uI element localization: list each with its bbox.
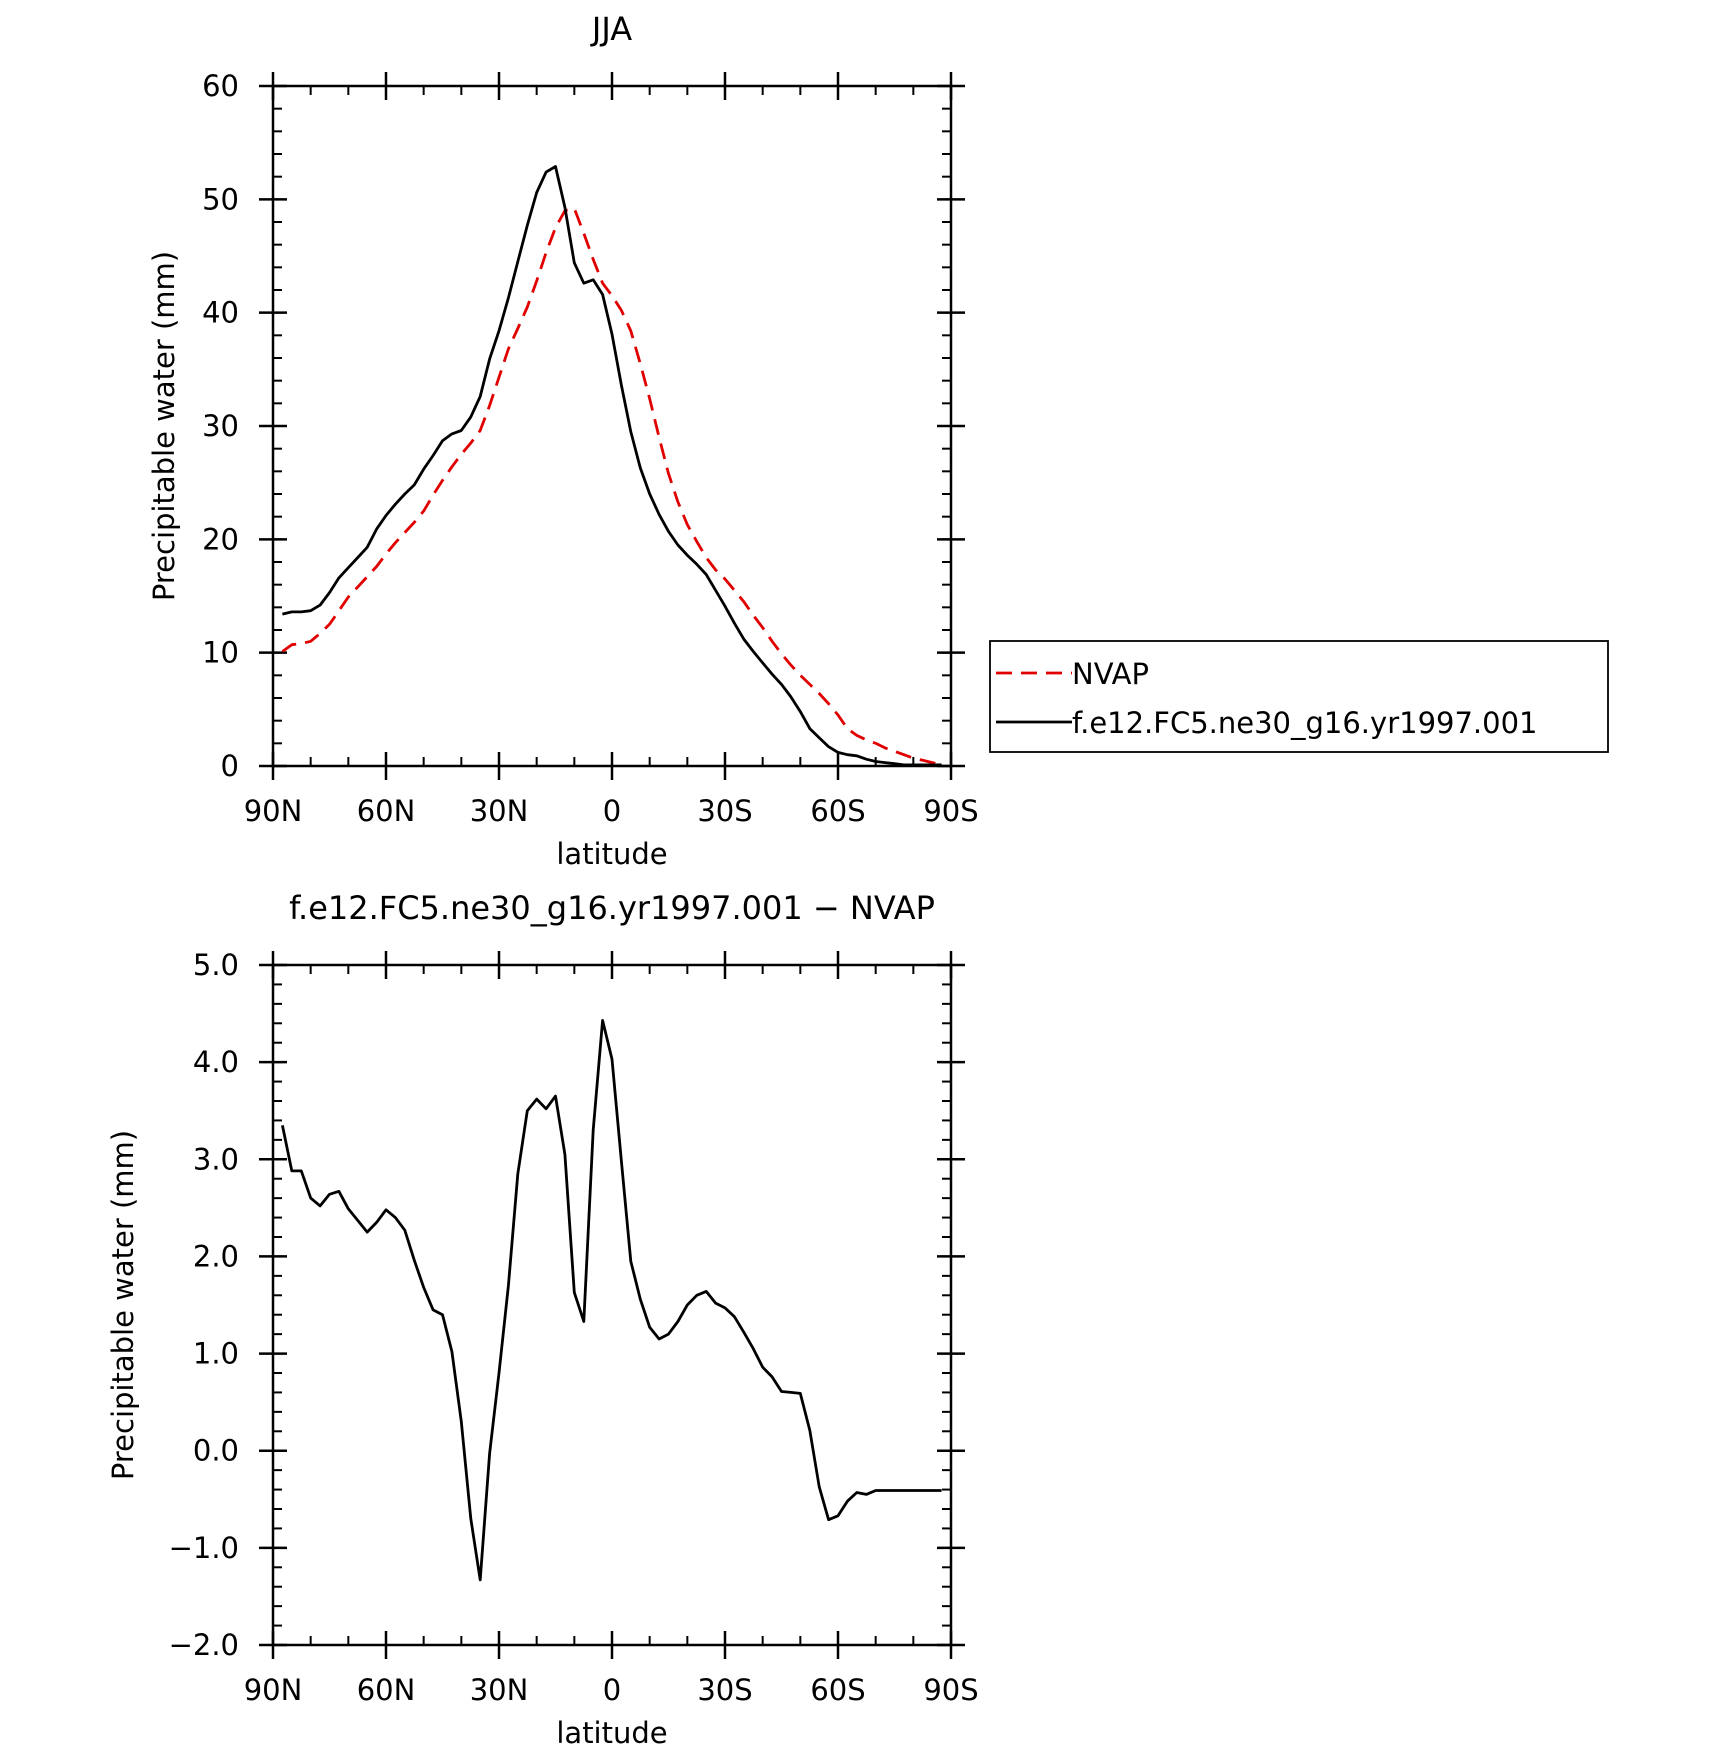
x-tick-label: 90N [244, 1673, 303, 1707]
x-tick-label: 60N [357, 1673, 416, 1707]
y-tick-label: 5.0 [193, 948, 239, 982]
series-line-0 [281, 1019, 942, 1582]
x-tick-label: 30N [470, 794, 529, 828]
x-tick-label: 30N [470, 1673, 529, 1707]
x-axis-label: latitude [556, 1716, 667, 1750]
x-tick-label: 90S [923, 794, 978, 828]
y-tick-label: 20 [202, 522, 239, 556]
x-tick-label: 60S [810, 1673, 865, 1707]
x-tick-label: 60S [810, 794, 865, 828]
y-tick-label: 60 [202, 69, 239, 103]
y-tick-label: 0.0 [193, 1434, 239, 1468]
y-tick-label: 2.0 [193, 1239, 239, 1273]
chart-title: f.e12.FC5.ne30_g16.yr1997.001 − NVAP [289, 889, 935, 927]
y-tick-label: 10 [202, 636, 239, 670]
series-line-0 [281, 206, 942, 767]
y-tick-label: 0 [221, 749, 239, 783]
x-tick-label: 60N [357, 794, 416, 828]
legend-entry-0: NVAP [1072, 657, 1149, 691]
chart-title: JJA [590, 10, 632, 48]
y-axis-label: Precipitable water (mm) [147, 251, 181, 601]
y-tick-label: 50 [202, 182, 239, 216]
legend: NVAP f.e12.FC5.ne30_g16.yr1997.001 [989, 640, 1609, 753]
x-tick-label: 0 [603, 794, 621, 828]
x-axis-label: latitude [556, 837, 667, 871]
x-tick-label: 90N [244, 794, 303, 828]
y-tick-label: −2.0 [169, 1628, 239, 1662]
y-tick-label: 1.0 [193, 1337, 239, 1371]
bottom-panel-difference: 90N 60N 30N 0 30S 60S 90S −2.0 −1.0 0.0 1.0 2.0 3.0 4… [106, 889, 979, 1750]
x-tick-label: 30S [697, 794, 752, 828]
y-tick-label: 40 [202, 296, 239, 330]
top-panel-jja: 90N 60N 30N 0 30S 60S 90S 0 10 20 30 40 50 60 JJA latit… [147, 10, 1609, 871]
x-tick-label: 90S [923, 1673, 978, 1707]
y-tick-label: 30 [202, 409, 239, 443]
legend-entry-1: f.e12.FC5.ne30_g16.yr1997.001 [1072, 706, 1538, 740]
x-tick-label: 30S [697, 1673, 752, 1707]
y-axis-label: Precipitable water (mm) [106, 1130, 140, 1480]
series-line-1 [282, 165, 942, 767]
x-tick-label: 0 [603, 1673, 621, 1707]
y-tick-label: 3.0 [193, 1142, 239, 1176]
legend-box [989, 640, 1609, 753]
y-tick-label: 4.0 [193, 1045, 239, 1079]
y-tick-label: −1.0 [169, 1531, 239, 1565]
